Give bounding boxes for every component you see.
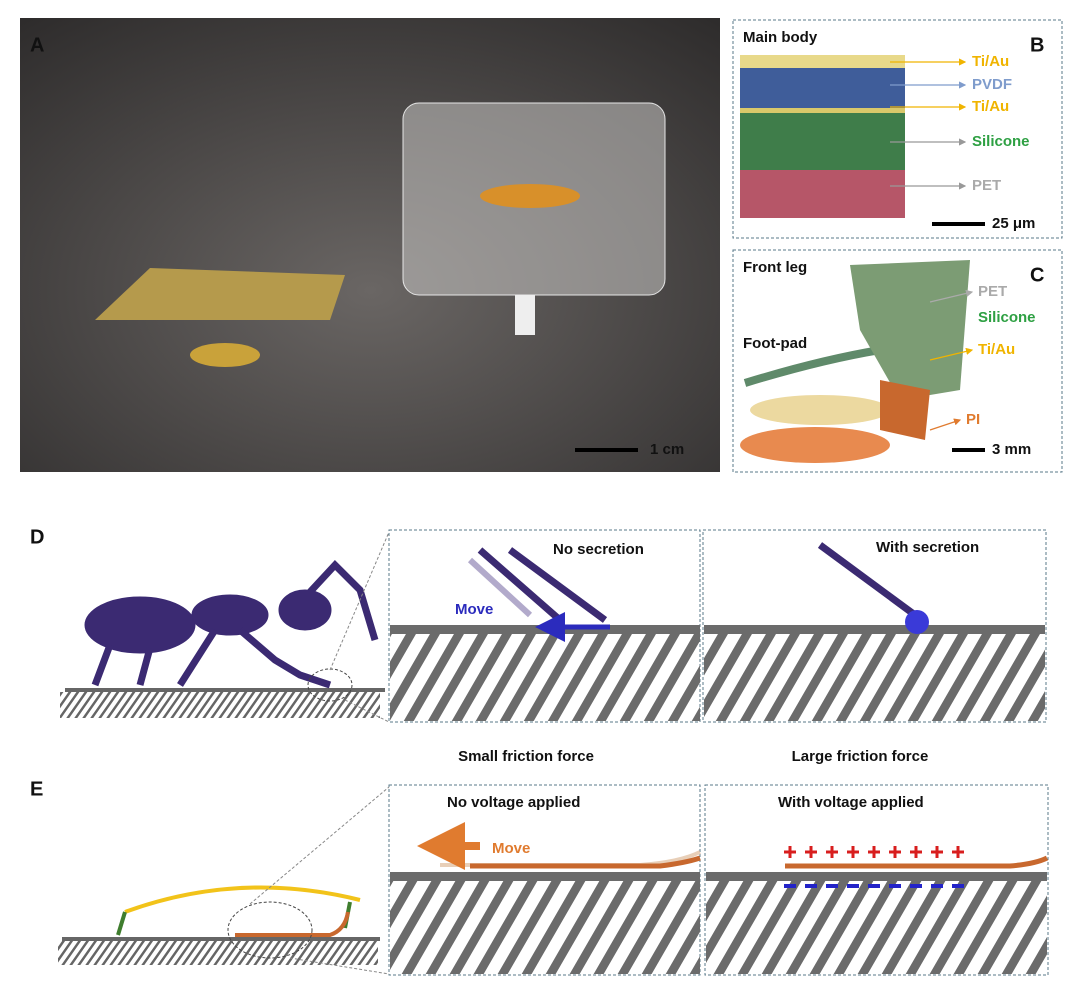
leg — [850, 260, 970, 400]
layer-label: Ti/Au — [972, 98, 1009, 115]
plus-charge — [805, 846, 817, 858]
panel-label: D — [30, 526, 44, 548]
box-title: With voltage applied — [778, 794, 924, 811]
ground — [704, 625, 1045, 634]
robot — [95, 268, 345, 320]
plus-charge — [847, 846, 859, 858]
panel-label: A — [30, 34, 44, 56]
ground — [704, 634, 1045, 721]
layer-label: Silicone — [978, 309, 1036, 326]
panel-frame — [732, 249, 1063, 473]
pad — [740, 427, 890, 463]
layer-label: PVDF — [972, 76, 1012, 93]
panel-a: A 1 cm — [20, 18, 720, 472]
ground — [60, 692, 380, 718]
ground — [706, 872, 1047, 881]
leg — [743, 346, 881, 387]
layer — [740, 68, 905, 108]
layer-label: PI — [966, 411, 980, 428]
zoom-line — [329, 531, 390, 723]
robot-body — [124, 885, 361, 914]
scale-label: 1 cm — [650, 441, 684, 458]
scale-label: 3 mm — [992, 441, 1031, 458]
box-title: With secretion — [876, 539, 979, 556]
plus-charge — [826, 846, 838, 858]
layer — [740, 113, 905, 170]
panel-frame — [704, 784, 1049, 976]
leg — [817, 542, 918, 618]
ground — [390, 881, 700, 974]
arrow-label: Move — [492, 840, 530, 857]
layer — [740, 55, 905, 68]
plus-charge — [784, 846, 796, 858]
arrow-label: Move — [455, 601, 493, 618]
panel-subtitle: Foot-pad — [743, 335, 807, 352]
plus-charge — [931, 846, 943, 858]
secretion — [905, 610, 929, 634]
panel-title: Main body — [743, 29, 818, 46]
robot-leg — [116, 901, 352, 936]
ground — [390, 872, 700, 881]
ground — [62, 937, 380, 941]
zoom-circle — [307, 668, 353, 702]
caption: Large friction force — [792, 748, 929, 765]
ground — [390, 634, 700, 721]
ant — [480, 184, 580, 208]
plus-charge — [952, 846, 964, 858]
foot — [785, 855, 1049, 869]
caption: Small friction force — [458, 748, 594, 765]
zoom-line — [249, 786, 390, 975]
plus-charge — [868, 846, 880, 858]
leg-ghost — [467, 557, 533, 618]
ground — [65, 688, 385, 692]
layer — [740, 108, 905, 113]
leg — [477, 547, 608, 623]
zoom-circle — [227, 901, 313, 959]
leader-arrow — [929, 418, 962, 431]
ant-silhouette — [84, 559, 379, 689]
leader-arrow — [929, 289, 974, 303]
panel-e: E No voltage applied Move With voltage a… — [30, 778, 1049, 976]
scale-label: 25 μm — [992, 215, 1035, 232]
panel-d: D No secretion Move With secretion Small… — [30, 526, 1047, 765]
foot — [190, 343, 260, 367]
stand — [515, 295, 535, 335]
panel-frame — [702, 529, 1047, 723]
plus-charge — [889, 846, 901, 858]
panel-frame — [732, 19, 1063, 239]
ground — [706, 881, 1047, 974]
layer-label: Ti/Au — [972, 53, 1009, 70]
panel-c: Front leg Foot-pad C PETSiliconeTi/AuPI … — [732, 249, 1063, 473]
panel-label: C — [1030, 264, 1044, 286]
robot-foot — [235, 911, 350, 937]
layer-label: Ti/Au — [978, 341, 1015, 358]
box-title: No voltage applied — [447, 794, 580, 811]
layer-label: PET — [978, 283, 1007, 300]
pad — [750, 395, 890, 425]
plus-charge — [910, 846, 922, 858]
foot — [470, 855, 701, 869]
box-title: No secretion — [553, 541, 644, 558]
leader-arrow — [929, 347, 974, 361]
panel-title: Front leg — [743, 259, 807, 276]
panel-label: E — [30, 778, 43, 800]
foot-ghost — [440, 850, 701, 867]
layer — [740, 170, 905, 218]
ground — [58, 941, 378, 965]
panel-b: Main body B Ti/Au PVDF Ti/Au Silicone PET 25… — [732, 19, 1063, 239]
layer-label: PET — [972, 177, 1001, 194]
leg — [880, 380, 930, 440]
panel-label: B — [1030, 34, 1044, 56]
layer-label: Silicone — [972, 133, 1030, 150]
